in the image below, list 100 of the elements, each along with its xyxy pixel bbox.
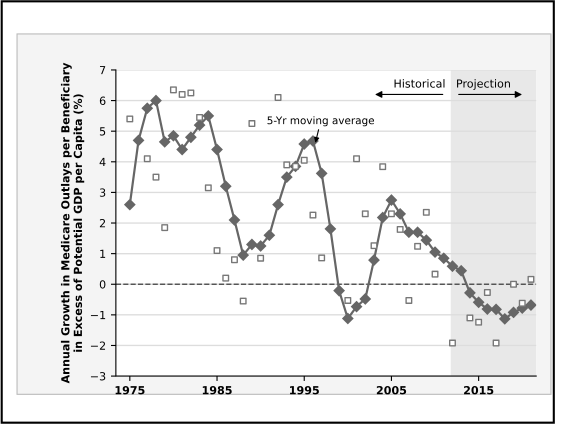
point <box>510 280 517 288</box>
y-tick-label: 4 <box>100 158 106 166</box>
point <box>466 314 474 322</box>
point <box>220 180 232 192</box>
point <box>362 210 369 218</box>
point <box>318 254 326 262</box>
point <box>124 199 136 210</box>
point <box>379 163 386 170</box>
point <box>240 298 247 305</box>
x-tick-label: 1985 <box>202 386 232 394</box>
point <box>370 242 378 250</box>
point <box>490 304 502 315</box>
point <box>168 130 180 142</box>
point <box>492 340 500 346</box>
point <box>264 230 275 241</box>
point <box>246 238 258 250</box>
y-tick-label: 7 <box>100 66 106 74</box>
point <box>414 242 422 250</box>
point <box>360 293 371 305</box>
point <box>422 208 430 216</box>
x-tick-label: 2005 <box>376 386 406 394</box>
point <box>187 89 194 96</box>
point <box>272 199 284 210</box>
point <box>475 318 482 326</box>
x-tick-label: 1995 <box>290 386 319 394</box>
point <box>309 212 316 219</box>
point <box>144 155 151 162</box>
point <box>334 285 345 296</box>
annotation: Projection <box>457 79 510 90</box>
point <box>204 184 212 192</box>
x-tick-label: 1975 <box>116 386 145 394</box>
y-tick-label: −2 <box>90 341 106 350</box>
point <box>214 247 220 254</box>
point <box>446 260 458 272</box>
point <box>438 252 450 264</box>
point <box>194 119 206 131</box>
point <box>368 254 380 266</box>
point <box>142 102 153 114</box>
point <box>499 313 510 324</box>
point <box>396 226 404 233</box>
point <box>386 194 398 206</box>
point <box>238 250 249 261</box>
y-axis-title: Annual Growth in Medicare Outlays per Beneficiary in Excess of Potential GDP per Capita (%) <box>60 62 84 384</box>
y-tick-label: 2 <box>100 219 106 228</box>
point <box>525 299 536 311</box>
point <box>482 303 493 315</box>
point <box>394 208 406 220</box>
point <box>255 240 266 252</box>
point <box>316 168 328 180</box>
point <box>230 256 238 264</box>
point <box>228 214 240 226</box>
point <box>518 300 526 307</box>
point <box>170 86 177 94</box>
y-tick-label: 5 <box>100 127 106 136</box>
point <box>211 144 223 156</box>
point <box>473 296 484 308</box>
point <box>388 210 395 218</box>
point <box>353 155 360 162</box>
annotation: Historical <box>394 79 444 88</box>
point <box>298 138 310 150</box>
point <box>185 132 196 143</box>
y-tick-label: 0 <box>100 280 106 289</box>
point <box>176 144 188 156</box>
point <box>429 246 441 258</box>
point <box>300 156 308 164</box>
point <box>152 174 160 181</box>
point <box>432 270 439 278</box>
point <box>405 297 412 304</box>
point <box>324 223 336 234</box>
y-tick-label: 3 <box>100 188 106 197</box>
point <box>283 161 290 168</box>
point <box>420 234 432 246</box>
point <box>196 114 204 121</box>
point <box>178 90 186 98</box>
point <box>159 136 170 148</box>
point <box>342 312 354 324</box>
point <box>202 110 214 122</box>
annotation: 5-Yr moving average <box>268 116 374 126</box>
point <box>222 274 230 282</box>
y-tick-label: 6 <box>100 96 106 105</box>
point <box>403 226 414 238</box>
y-tick-label: 1 <box>100 250 106 258</box>
point <box>248 120 256 128</box>
point <box>449 340 456 346</box>
point <box>257 254 264 262</box>
point <box>456 265 467 276</box>
y-tick-label: −1 <box>90 310 106 320</box>
point <box>412 226 424 238</box>
point <box>274 94 282 101</box>
point <box>350 300 362 312</box>
point <box>527 276 534 283</box>
point <box>484 289 491 296</box>
point <box>150 94 162 106</box>
point <box>132 134 144 146</box>
x-tick-label: 2015 <box>464 386 494 394</box>
point <box>161 224 168 232</box>
point <box>377 212 388 224</box>
point <box>508 306 520 318</box>
point <box>464 287 476 298</box>
point <box>126 115 134 122</box>
